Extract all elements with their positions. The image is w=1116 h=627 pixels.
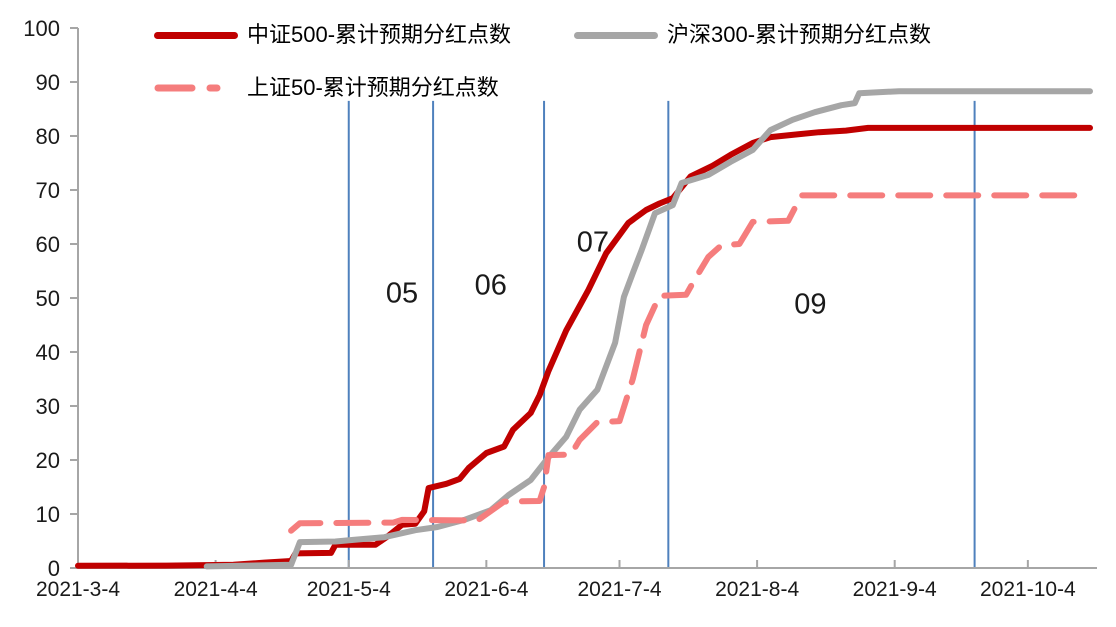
y-tick-label-10: 10: [36, 502, 60, 527]
x-tick-label-2021-6-4: 2021-6-4: [444, 578, 528, 601]
x-tick-label-2021-3-4: 2021-3-4: [36, 578, 120, 601]
annotation-05: 05: [386, 278, 418, 310]
series-line-sse50: [288, 192, 1093, 534]
legend-item-hs300: 沪深300-累计预期分红点数: [574, 24, 931, 46]
series-line-csi500: [75, 124, 1093, 569]
x-tick-label-2021-10-4: 2021-10-4: [980, 578, 1076, 601]
y-tick-label-100: 100: [23, 16, 60, 41]
x-tick-label-2021-5-4: 2021-5-4: [307, 578, 391, 601]
y-tick-label-0: 0: [48, 556, 60, 581]
x-tick-label-2021-7-4: 2021-7-4: [577, 578, 661, 601]
legend-item-sse50: 上证50-累计预期分红点数: [154, 77, 499, 99]
legend-line-sample-csi500: [154, 31, 238, 39]
annotation-06: 06: [475, 270, 507, 302]
legend-label-csi500: 中证500-累计预期分红点数: [247, 22, 512, 47]
y-tick-label-80: 80: [36, 124, 60, 149]
legend-label-hs300: 沪深300-累计预期分红点数: [667, 22, 932, 47]
legend-item-csi500: 中证500-累计预期分红点数: [154, 24, 511, 46]
series-line-hs300: [203, 88, 1093, 570]
y-tick-label-70: 70: [36, 178, 60, 203]
annotation-09: 09: [794, 288, 826, 320]
annotation-07: 07: [577, 226, 609, 258]
legend-line-sample-sse50: [154, 84, 238, 92]
x-tick-label-2021-8-4: 2021-8-4: [715, 578, 799, 601]
x-tick-label-2021-4-4: 2021-4-4: [174, 578, 258, 601]
legend-line-sample-hs300: [574, 31, 658, 39]
y-tick-label-30: 30: [36, 394, 60, 419]
legend-label-sse50: 上证50-累计预期分红点数: [247, 75, 499, 100]
y-tick-label-50: 50: [36, 286, 60, 311]
y-tick-label-60: 60: [36, 232, 60, 257]
x-tick-label-2021-9-4: 2021-9-4: [853, 578, 937, 601]
y-tick-label-40: 40: [36, 340, 60, 365]
y-tick-label-20: 20: [36, 448, 60, 473]
y-tick-label-90: 90: [36, 70, 60, 95]
